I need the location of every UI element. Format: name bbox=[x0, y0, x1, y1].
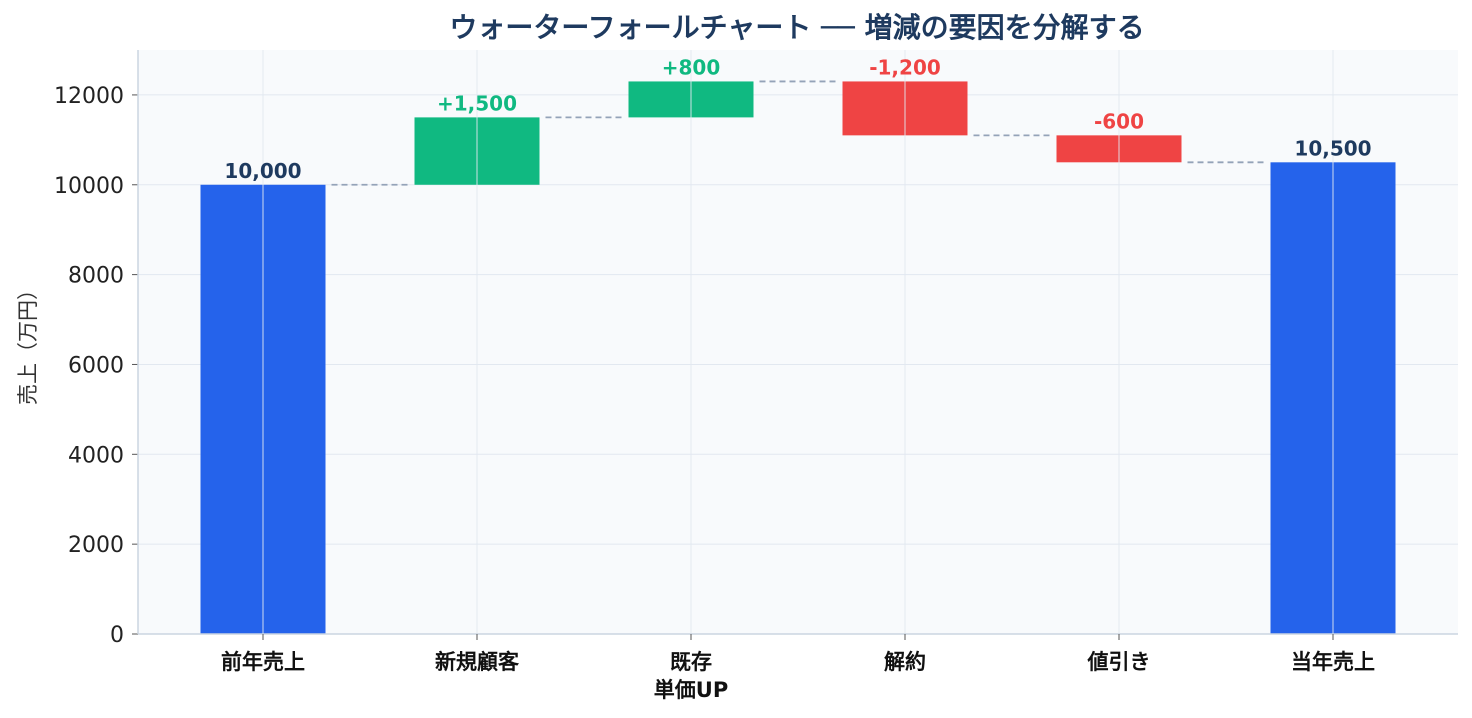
x-tick-label: 前年売上 bbox=[221, 650, 305, 674]
y-tick-label: 6000 bbox=[68, 353, 124, 378]
y-tick-label: 2000 bbox=[68, 533, 124, 558]
x-tick-label: 新規顧客 bbox=[435, 650, 520, 674]
x-tick-label: 当年売上 bbox=[1291, 650, 1375, 674]
value-label: 10,500 bbox=[1294, 136, 1371, 160]
y-tick-label: 8000 bbox=[68, 264, 124, 289]
value-label: +800 bbox=[662, 55, 721, 79]
value-label: 10,000 bbox=[224, 159, 301, 183]
y-tick-label: 12000 bbox=[54, 84, 124, 109]
x-tick-label: 値引き bbox=[1087, 650, 1151, 674]
y-tick-label: 10000 bbox=[54, 174, 124, 199]
chart-title: ウォーターフォールチャート ── 増減の要因を分解する bbox=[449, 11, 1144, 44]
value-label: -600 bbox=[1094, 109, 1144, 133]
axis-layer: 0 2000 4000 6000 8000 10000 12000 前年売上 新規顧客 既存単価U… bbox=[54, 50, 1458, 702]
value-label: +1,500 bbox=[437, 91, 517, 115]
y-tick-label: 0 bbox=[110, 623, 124, 648]
vertical-grid-layer bbox=[262, 50, 1334, 634]
x-tick-label: 既存単価UP bbox=[654, 650, 728, 702]
x-tick-label: 解約 bbox=[884, 650, 926, 674]
y-axis-label: 売上（万円） bbox=[16, 279, 40, 405]
y-tick-label: 4000 bbox=[68, 443, 124, 468]
connector-layer bbox=[331, 80, 1265, 186]
plot-background bbox=[138, 50, 1458, 634]
value-label-layer: 10,000 +1,500 +800 -1,200 -600 10,500 bbox=[224, 55, 1371, 182]
grid-layer bbox=[138, 94, 1458, 635]
value-label: -1,200 bbox=[869, 55, 941, 79]
